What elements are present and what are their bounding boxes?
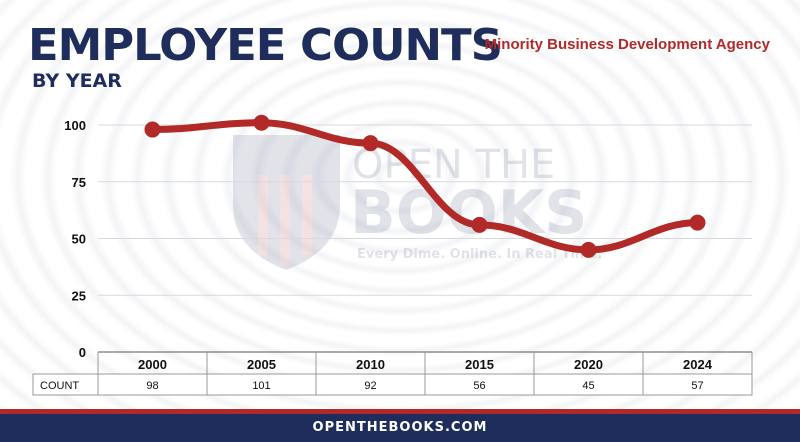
y-tick-label: 75 (72, 175, 86, 190)
data-point (144, 121, 161, 138)
series (144, 114, 706, 258)
x-tick-label: 2020 (574, 357, 603, 372)
footer-url: OPENTHEBOOKS.COM (0, 414, 800, 442)
y-tick-label: 0 (79, 345, 86, 360)
chart-subtitle: BY YEAR (32, 70, 122, 92)
data-point (253, 114, 270, 131)
table-row-label: COUNT (40, 380, 79, 392)
data-point (471, 216, 488, 233)
x-tick-label: 2005 (247, 357, 276, 372)
data-table: COUNT 2000 98 2005 101 2010 92 2015 56 2020 45 2024… (32, 351, 753, 396)
watermark-tm: ™ (568, 189, 580, 203)
x-tick-label: 2024 (683, 357, 713, 372)
data-point (362, 135, 379, 152)
watermark-tagline: Every Dime. Online. In Real Time. (357, 247, 602, 262)
agency-name: Minority Business Development Agency (484, 36, 770, 53)
footer-stripe (0, 409, 800, 414)
table-row-box (32, 373, 753, 396)
table-value: 45 (582, 380, 594, 392)
table-value: 56 (473, 380, 485, 392)
data-point (580, 241, 597, 258)
y-tick-label: 100 (64, 118, 86, 133)
table-value: 101 (252, 380, 270, 392)
x-tick-label: 2015 (465, 357, 494, 372)
data-point (689, 214, 706, 231)
table-value: 98 (146, 380, 158, 392)
y-axis-ticks: 0 25 50 75 100 (64, 118, 86, 360)
y-tick-label: 50 (72, 232, 86, 247)
table-value: 57 (691, 380, 703, 392)
table-value: 92 (364, 380, 376, 392)
x-tick-label: 2010 (356, 357, 385, 372)
watermark: OPEN THE BOOKS ™ Every Dime. Online. In … (233, 135, 602, 270)
shield-flag-icon (233, 135, 340, 270)
x-tick-label: 2000 (138, 357, 167, 372)
watermark-line2: BOOKS (350, 178, 587, 248)
y-tick-label: 25 (72, 288, 86, 303)
chart-title: EMPLOYEE COUNTS (28, 20, 503, 71)
